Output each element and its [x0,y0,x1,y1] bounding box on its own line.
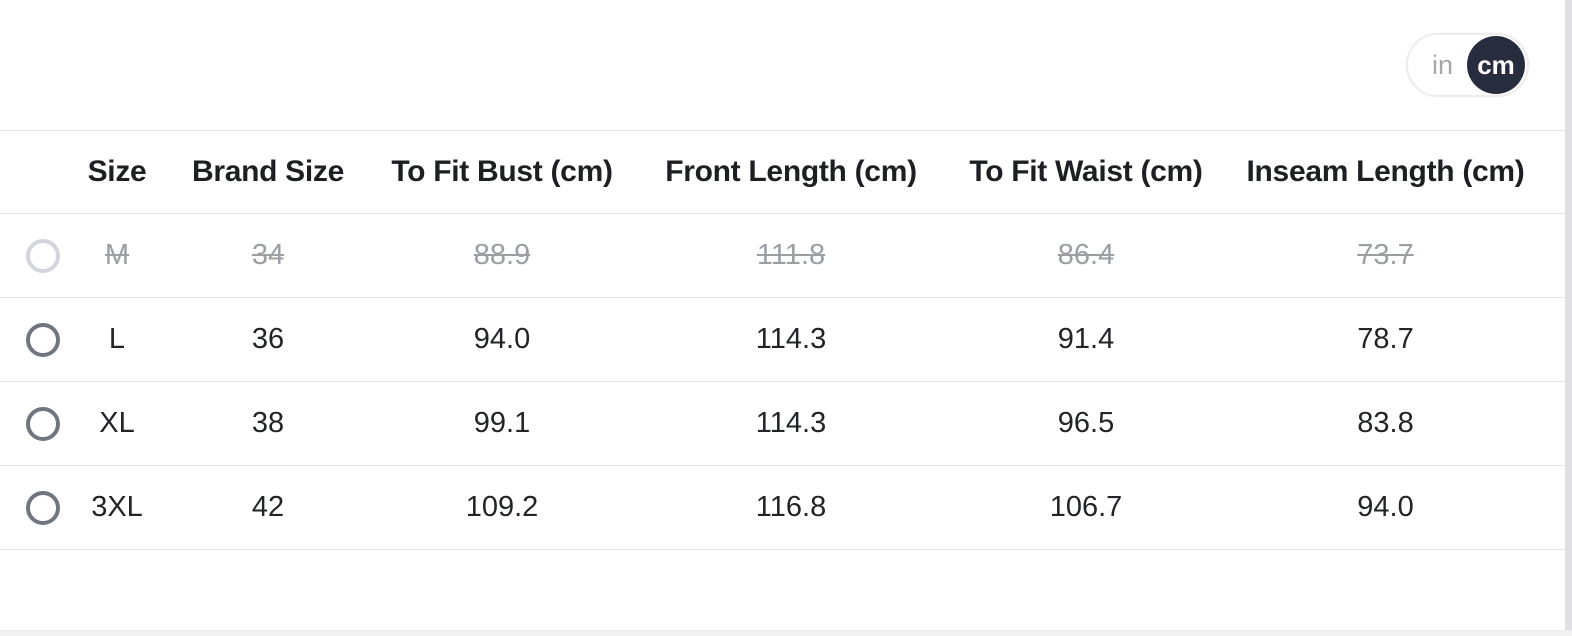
size-row-xl[interactable]: XL 38 99.1 114.3 96.5 83.8 [0,381,1565,466]
size-chart-table: Size Brand Size To Fit Bust (cm) Front L… [0,130,1565,550]
cell-size: XL [86,381,148,466]
size-radio-l[interactable] [26,322,60,357]
cell-size: 3XL [86,465,148,550]
size-radio-3xl[interactable] [26,490,60,525]
size-radio-xl[interactable] [26,406,60,441]
size-row-l[interactable]: L 36 94.0 114.3 91.4 78.7 [0,297,1565,382]
cell-waist: 106.7 [966,465,1206,550]
cell-size: M [86,213,148,298]
radio-cell [0,213,86,298]
cell-waist: 91.4 [966,297,1206,382]
radio-column-header [0,130,86,214]
scrollbar-track[interactable] [1565,0,1572,636]
cell-bust: 88.9 [388,213,616,298]
cell-front-length: 114.3 [616,297,966,382]
unit-toggle[interactable]: in cm [1406,33,1529,97]
radio-cell [0,381,86,466]
cell-inseam: 94.0 [1206,465,1565,550]
cell-bust: 109.2 [388,465,616,550]
col-header-size: Size [86,130,148,214]
cell-brand-size: 38 [148,381,388,466]
col-header-front-length: Front Length (cm) [616,130,966,214]
bottom-divider [0,630,1572,636]
col-header-inseam-length: Inseam Length (cm) [1206,130,1565,214]
cell-brand-size: 42 [148,465,388,550]
size-row-m[interactable]: M 34 88.9 111.8 86.4 73.7 [0,213,1565,298]
radio-cell [0,297,86,382]
cell-front-length: 116.8 [616,465,966,550]
unit-option-in[interactable]: in [1432,49,1454,80]
col-header-brand-size: Brand Size [148,130,388,214]
col-header-to-fit-waist: To Fit Waist (cm) [966,130,1206,214]
cell-waist: 86.4 [966,213,1206,298]
cell-bust: 94.0 [388,297,616,382]
radio-cell [0,465,86,550]
size-row-3xl[interactable]: 3XL 42 109.2 116.8 106.7 94.0 [0,465,1565,550]
cell-inseam: 73.7 [1206,213,1565,298]
cell-waist: 96.5 [966,381,1206,466]
cell-front-length: 114.3 [616,381,966,466]
cell-inseam: 83.8 [1206,381,1565,466]
cell-front-length: 111.8 [616,213,966,298]
cell-inseam: 78.7 [1206,297,1565,382]
cell-size: L [86,297,148,382]
cell-brand-size: 36 [148,297,388,382]
cell-brand-size: 34 [148,213,388,298]
cell-bust: 99.1 [388,381,616,466]
col-header-to-fit-bust: To Fit Bust (cm) [388,130,616,214]
size-radio-m[interactable] [26,238,60,273]
header-row: Size Brand Size To Fit Bust (cm) Front L… [0,130,1565,214]
unit-option-cm[interactable]: cm [1467,36,1525,94]
